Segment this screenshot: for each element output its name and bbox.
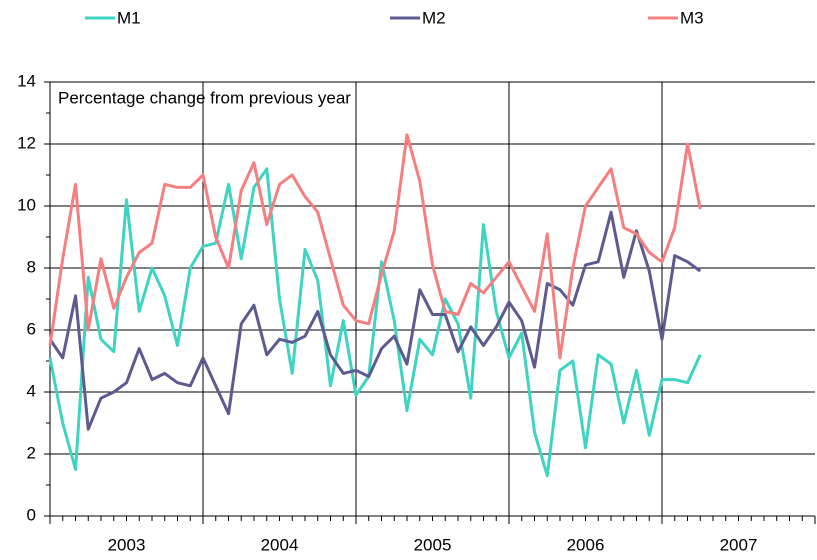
- y-tick-label: 4: [27, 381, 36, 400]
- y-tick-label: 2: [27, 443, 36, 462]
- y-axis-label: Percentage change from previous year: [58, 88, 351, 107]
- x-tick-label: 2006: [567, 535, 605, 554]
- series-line: [48, 210, 702, 431]
- x-tick-label: 2007: [720, 535, 758, 554]
- legend-label: M2: [422, 8, 446, 27]
- x-tick-label: 2004: [261, 535, 299, 554]
- y-tick-label: 14: [17, 71, 36, 90]
- series-line: [48, 167, 702, 478]
- legend-label: M3: [680, 8, 704, 27]
- y-tick-label: 6: [27, 319, 36, 338]
- x-tick-label: 2005: [414, 535, 452, 554]
- y-tick-label: 12: [17, 133, 36, 152]
- y-tick-label: 0: [27, 505, 36, 524]
- y-tick-label: 8: [27, 257, 36, 276]
- legend-label: M1: [117, 8, 141, 27]
- y-tick-label: 10: [17, 195, 36, 214]
- series-line: [48, 133, 702, 360]
- x-tick-label: 2003: [108, 535, 146, 554]
